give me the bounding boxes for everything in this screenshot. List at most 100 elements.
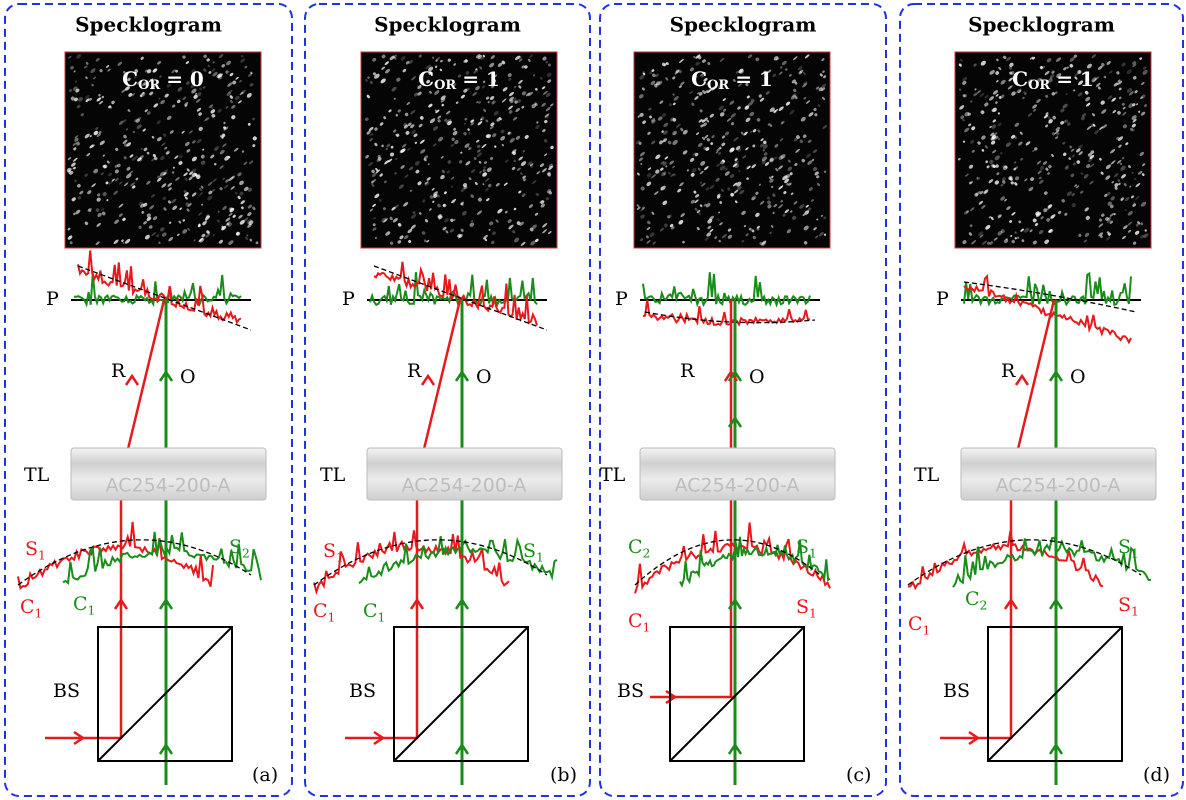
signal-label-main: C [363,600,378,622]
signal-curve [78,251,241,323]
arrow [126,376,138,385]
signal-label: C2 [628,536,650,560]
signal-label-sub: 1 [35,606,43,620]
signal-label: S1 [25,538,46,562]
arrow [422,376,434,385]
lens-label: TL [914,464,940,486]
trend-line [314,540,547,585]
signal-label-main: S [1118,536,1131,558]
bs-label: BS [617,680,644,702]
lens-label: TL [320,464,346,486]
cor-sub: OR [707,78,729,93]
bs-label: BS [349,680,376,702]
cor-value: = 1 [1056,67,1094,91]
panel-tag: (c) [846,764,871,786]
signal-curve [18,522,213,588]
plane-label: P [936,288,949,310]
signal-label: S1 [1118,536,1139,560]
signal-label-sub: 1 [1131,546,1139,560]
signal-label: C1 [363,600,385,624]
signal-label-main: S [1118,594,1131,616]
signal-label-sub: 1 [643,620,651,634]
signal-label-sub: 2 [980,598,988,612]
signal-label: S1 [1118,594,1139,618]
signal-label-main: S [25,538,38,560]
signal-label: C1 [628,610,650,634]
signal-label-main: S [229,536,242,558]
red-beam [345,300,460,738]
lens-engraving: AC254-200-A [106,475,231,497]
beam-label-r: R [111,360,126,382]
signal-label-main: C [628,610,643,632]
signal-label-sub: 1 [1131,604,1139,618]
signal-label-main: C [313,600,328,622]
arrow [1016,376,1028,385]
lens-engraving: AC254-200-A [996,475,1121,497]
lens-engraving: AC254-200-A [675,475,800,497]
signal-label-main: S [796,536,809,558]
signal-label: C1 [313,600,335,624]
signal-label: S1 [523,540,544,564]
specklogram-image [65,52,261,248]
signal-label: S1 [796,596,817,620]
cor-sub: OR [434,78,456,93]
panel-title: Specklogram [670,13,817,37]
lens-label: TL [600,464,626,486]
diagram: SpecklogramCOR= 0PROAC254-200-ATLS1C1C1S… [0,0,1186,800]
beam-label-r: R [407,360,422,382]
panel-tag: (a) [252,764,278,786]
bs-label: BS [943,680,970,702]
signal-label-sub: 1 [328,610,336,624]
beam-label-r: R [1001,360,1016,382]
beam-splitter-diagonal [670,627,804,761]
signal-label: C1 [73,593,95,617]
cor-value: = 1 [735,67,773,91]
signal-label: S1 [796,536,817,560]
signal-label-main: C [73,593,88,615]
signal-label-main: C [908,613,923,635]
signal-label-main: C [965,588,980,610]
beam-label-o: O [476,366,492,388]
cor-sub: OR [138,78,160,93]
lens-engraving: AC254-200-A [402,475,527,497]
signal-label-main: C [20,596,35,618]
signal-label-sub: 1 [536,550,544,564]
beam-label-r: R [680,360,695,382]
signal-label-sub: 1 [38,548,46,562]
signal-label-main: S [796,596,809,618]
signal-label-sub: 1 [88,603,96,617]
signal-label-sub: 1 [923,623,931,637]
signal-label-main: S [523,540,536,562]
cor-main: C [691,67,707,91]
panel-title: Specklogram [374,13,521,37]
beam-label-o: O [749,366,765,388]
cor-main: C [418,67,434,91]
cor-sub: OR [1028,78,1050,93]
cor-main: C [1012,67,1028,91]
signal-label: S1 [323,540,344,564]
red-beam [940,300,1054,738]
signal-label: S2 [229,536,250,560]
lens-label: TL [24,464,50,486]
signal-curve [964,276,1131,342]
panel-title: Specklogram [75,13,222,37]
signal-label-main: S [323,540,336,562]
beam-label-o: O [180,366,196,388]
cor-value: = 1 [462,67,500,91]
plane-label: P [615,288,628,310]
signal-label-sub: 1 [809,546,817,560]
panel-tag: (d) [1143,764,1170,786]
signal-label: C2 [965,588,987,612]
signal-label-sub: 1 [378,610,386,624]
signal-label: C1 [20,596,42,620]
plane-label: P [46,288,59,310]
red-beam [45,300,164,738]
signal-label-main: C [628,536,643,558]
cor-value: = 0 [166,67,204,91]
signal-label-sub: 1 [336,550,344,564]
panel-tag: (b) [550,764,577,786]
bs-label: BS [53,680,80,702]
signal-label: C1 [908,613,930,637]
beam-label-o: O [1070,366,1086,388]
signal-label-sub: 2 [643,546,651,560]
